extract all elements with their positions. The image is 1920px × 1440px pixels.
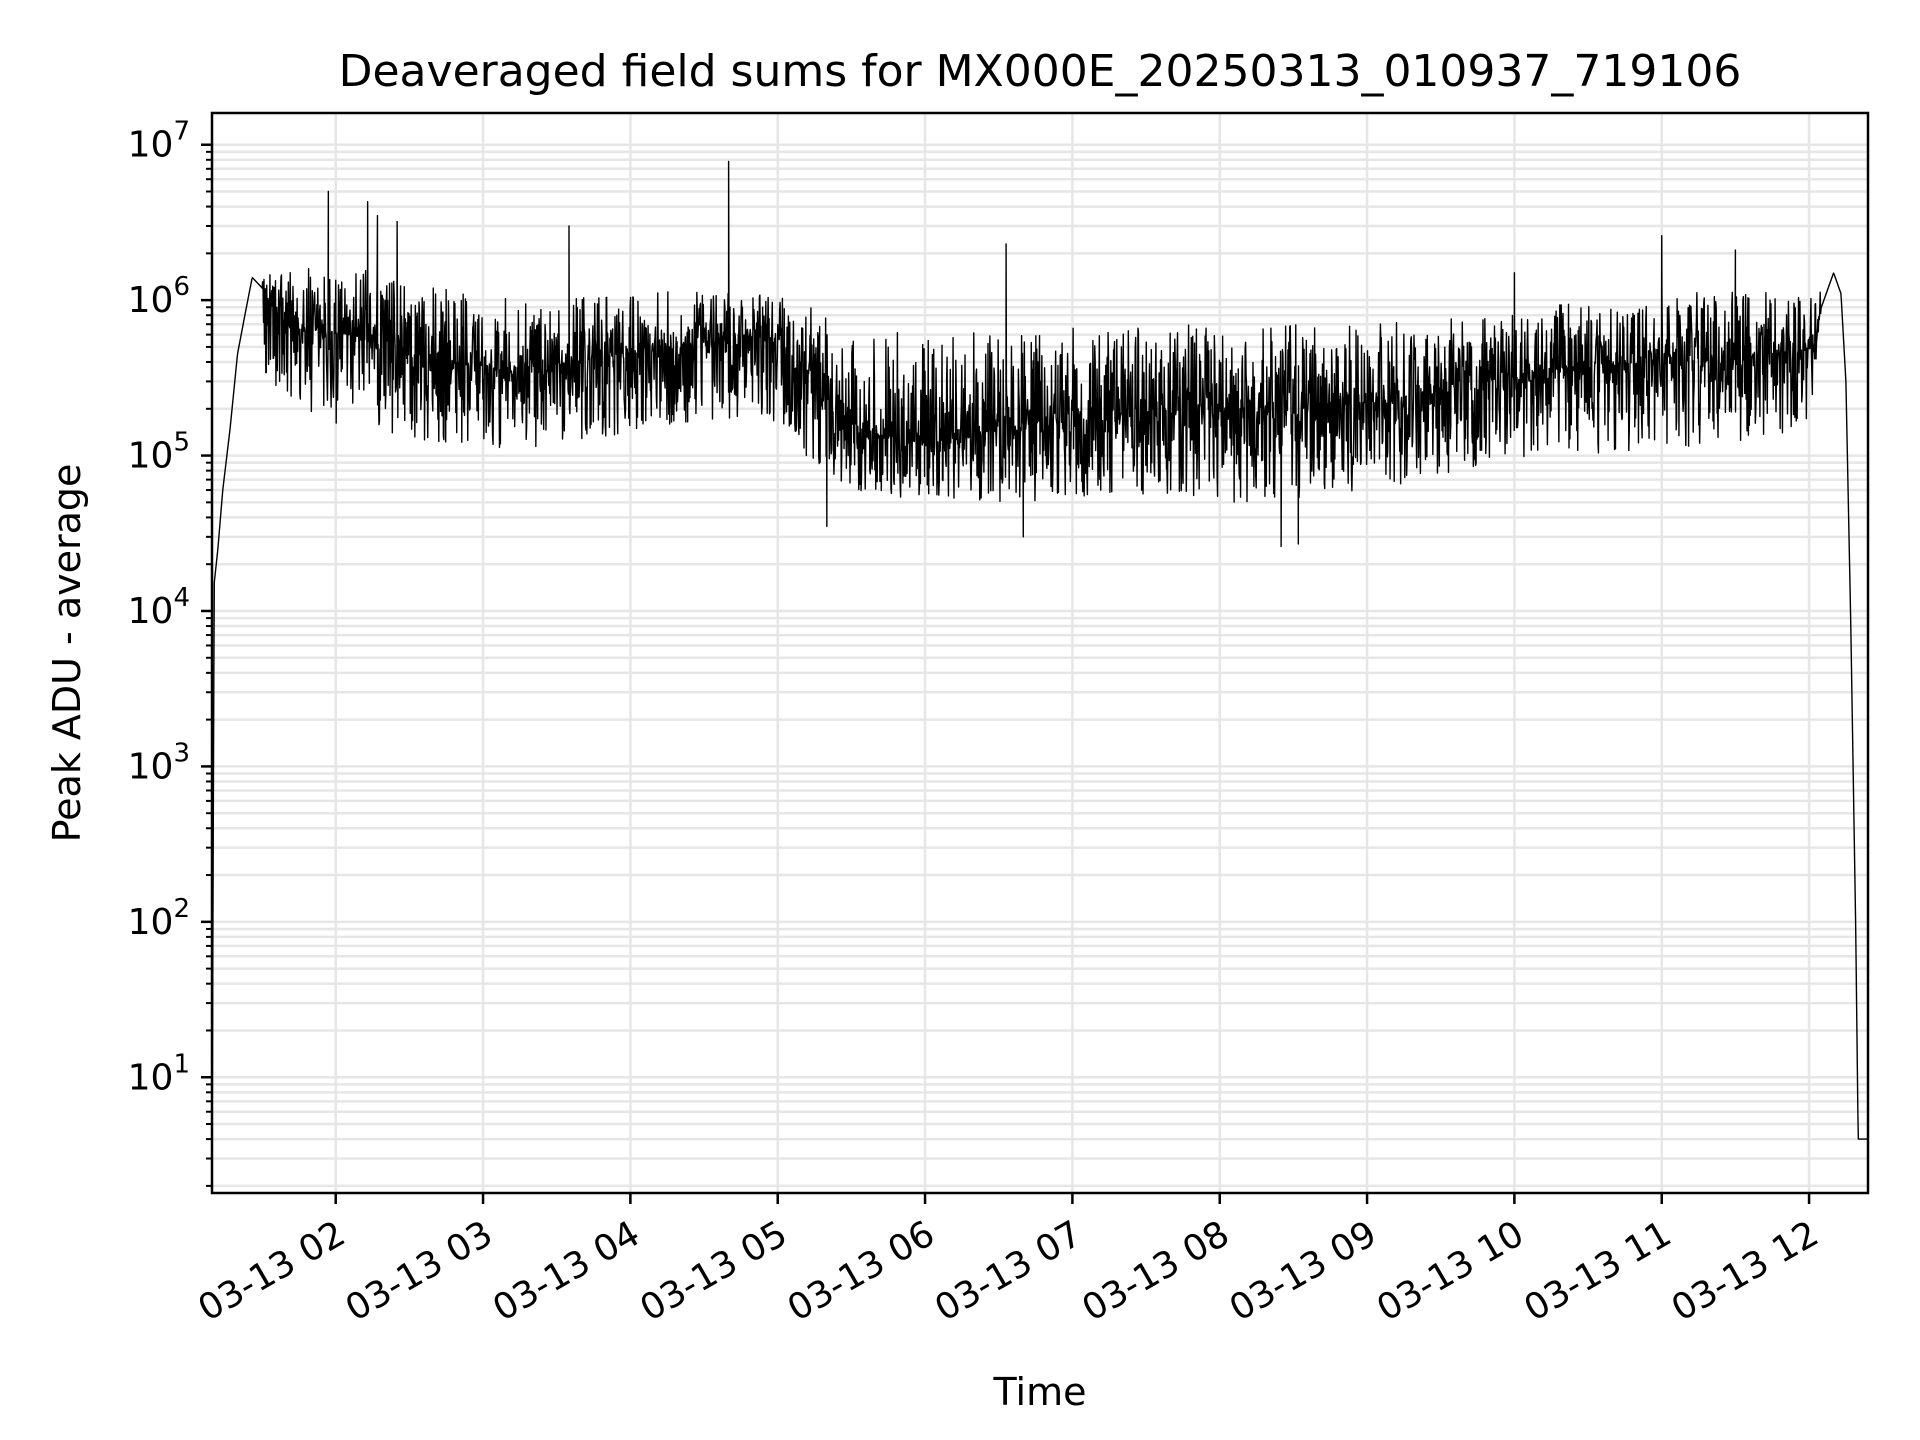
- y-tick-label: 106: [128, 272, 190, 321]
- grid: [212, 113, 1868, 1193]
- y-tick-exponent: 7: [173, 117, 190, 147]
- y-axis-label: Peak ADU - average: [45, 464, 89, 843]
- y-tick-label: 102: [128, 894, 190, 943]
- chart-title: Deaveraged field sums for MX000E_2025031…: [339, 46, 1742, 97]
- y-tick-base: 10: [128, 902, 174, 943]
- y-tick-base: 10: [128, 1057, 174, 1098]
- y-tick-exponent: 2: [173, 894, 190, 924]
- y-tick-base: 10: [128, 125, 174, 166]
- y-tick-exponent: 5: [173, 428, 190, 458]
- y-tick-label: 104: [128, 583, 190, 632]
- y-tick-label: 103: [128, 738, 190, 787]
- y-tick-base: 10: [128, 591, 174, 632]
- y-tick-label: 105: [128, 428, 190, 477]
- y-tick-label: 107: [128, 117, 190, 166]
- y-tick-exponent: 1: [173, 1049, 190, 1079]
- y-tick-base: 10: [128, 436, 174, 477]
- series-line: [212, 160, 1868, 1186]
- x-axis-label: Time: [993, 1370, 1087, 1414]
- y-tick-base: 10: [128, 280, 174, 321]
- y-tick-exponent: 6: [173, 272, 190, 302]
- y-tick-exponent: 4: [173, 583, 190, 613]
- plot-frame: [210, 111, 1870, 1195]
- y-tick-base: 10: [128, 746, 174, 787]
- y-tick-label: 101: [128, 1049, 190, 1098]
- data-series: [212, 160, 1868, 1186]
- y-tick-exponent: 3: [173, 738, 190, 768]
